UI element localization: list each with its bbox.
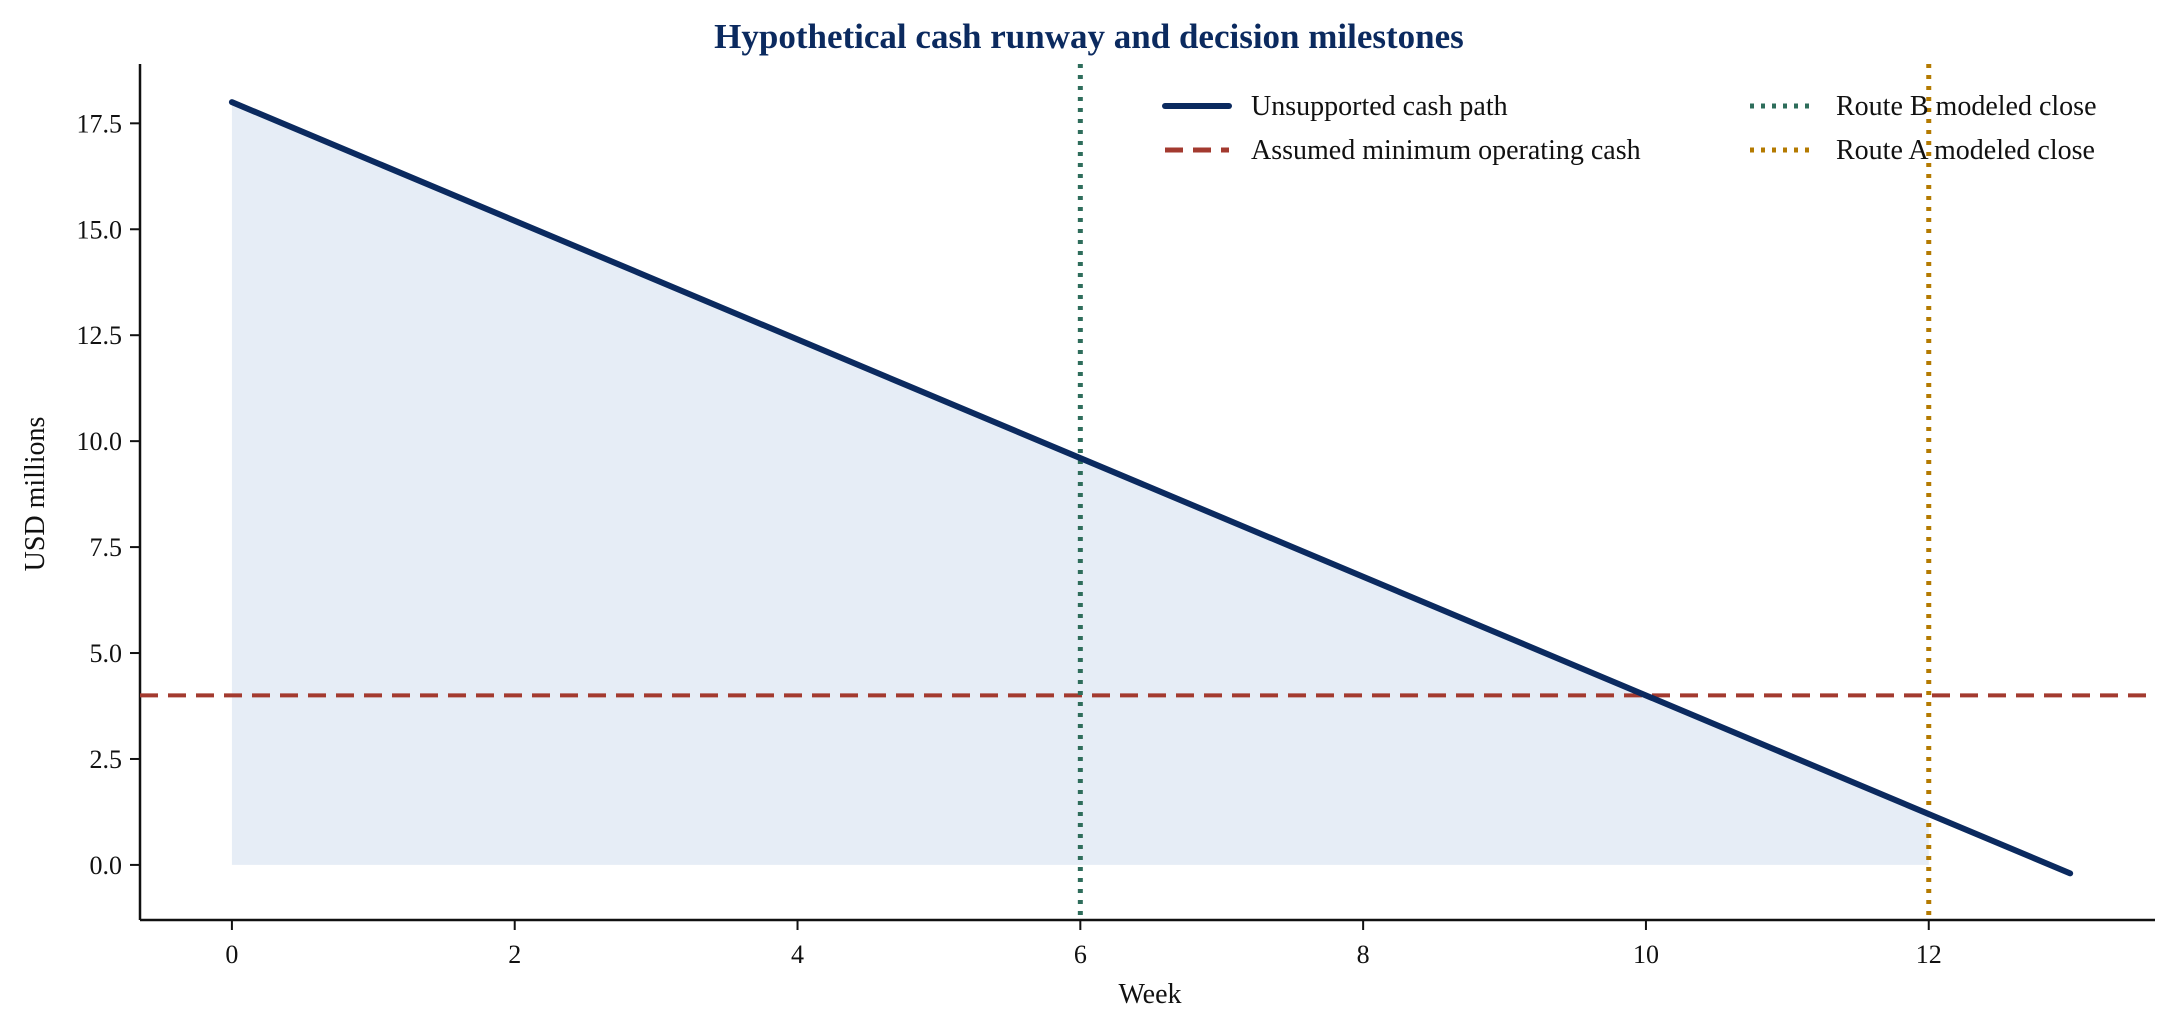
y-tick-label: 17.5: [77, 109, 123, 138]
x-tick-label: 6: [1074, 940, 1087, 969]
x-tick-label: 10: [1633, 940, 1659, 969]
labels-layer: Hypothetical cash runway and decision mi…: [20, 17, 1464, 1010]
legend-label: Route B modeled close: [1836, 91, 2097, 122]
x-tick-label: 12: [1916, 940, 1942, 969]
x-tick-label: 2: [508, 940, 521, 969]
y-tick-label: 10.0: [77, 427, 123, 456]
y-tick-label: 0.0: [90, 851, 123, 880]
y-tick-label: 2.5: [90, 745, 123, 774]
y-tick-label: 12.5: [77, 321, 123, 350]
cash-path-line: [228, 99, 2074, 877]
x-tick-label: 4: [791, 940, 804, 969]
y-tick-label: 7.5: [90, 533, 123, 562]
legend-layer: Unsupported cash path Assumed minimum ope…: [1162, 91, 2097, 166]
x-tick-label: 0: [225, 940, 238, 969]
legend-label: Unsupported cash path: [1251, 91, 1508, 122]
y-tick-label: 15.0: [77, 215, 123, 244]
legend-label: Route A modeled close: [1836, 135, 2095, 166]
y-axis-label: USD millions: [20, 417, 51, 572]
x-tick-label: 8: [1357, 940, 1370, 969]
axes-layer: 0 2 4 6 8 10 12 0.0 2.5 5.0 7.5 10.0 12.5 15.0 17.5: [77, 64, 2155, 969]
x-axis-label: Week: [1118, 979, 1181, 1010]
y-tick-label: 5.0: [90, 639, 123, 668]
chart-title: Hypothetical cash runway and decision mi…: [714, 17, 1464, 56]
data-layer: [140, 64, 2155, 920]
legend-label: Assumed minimum operating cash: [1251, 135, 1641, 166]
